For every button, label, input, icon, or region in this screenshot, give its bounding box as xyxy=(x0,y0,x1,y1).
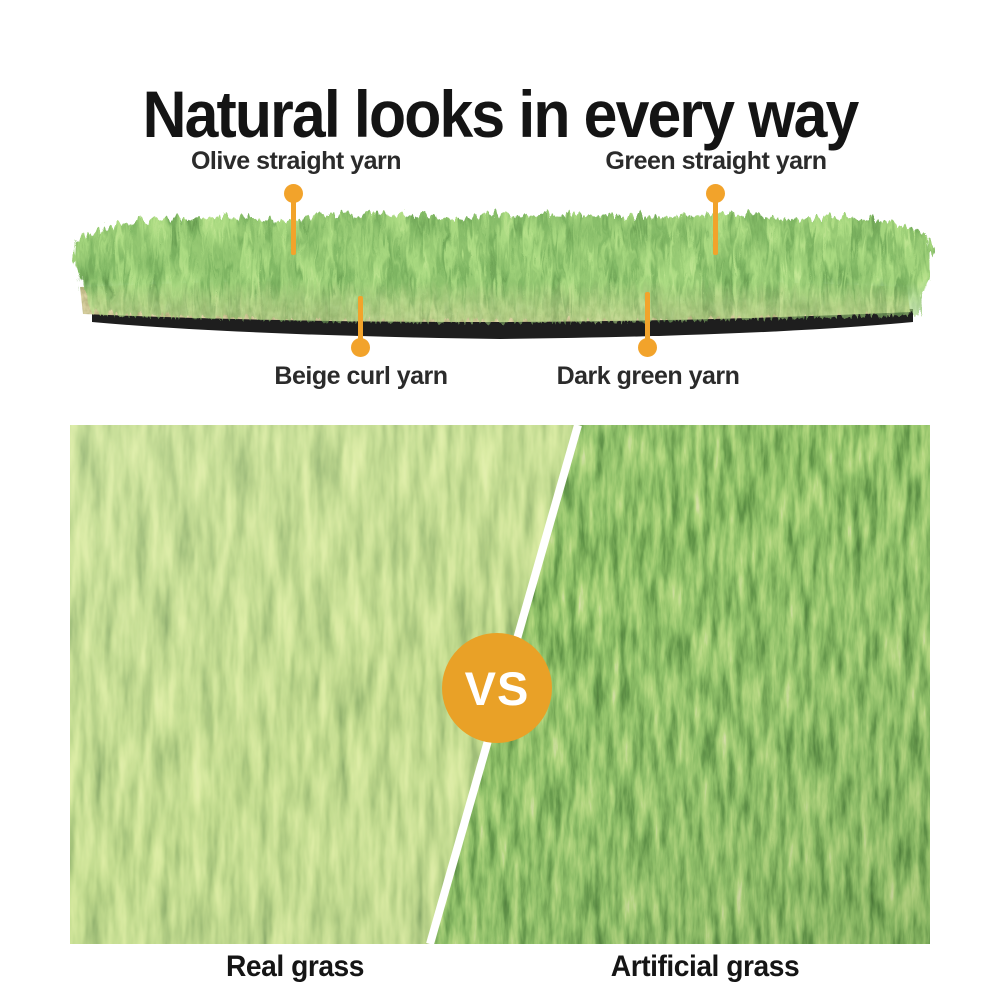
comparison-image: VS xyxy=(70,425,930,944)
page-title: Natural looks in every way xyxy=(142,77,860,152)
callout-label: Dark green yarn xyxy=(556,362,740,390)
turf-cross-section: Olive straight yarn Green straight yarn … xyxy=(0,0,1000,420)
callout-label: Olive straight yarn xyxy=(190,147,402,175)
turf-cross-section-image xyxy=(67,209,931,339)
callout-label: Green straight yarn xyxy=(605,147,827,175)
vs-badge: VS xyxy=(442,633,552,743)
real-grass-caption: Real grass xyxy=(226,950,364,983)
artificial-grass-caption: Artificial grass xyxy=(610,950,800,983)
turf-grass-layer xyxy=(67,209,931,318)
callout-label: Beige curl yarn xyxy=(274,362,448,390)
